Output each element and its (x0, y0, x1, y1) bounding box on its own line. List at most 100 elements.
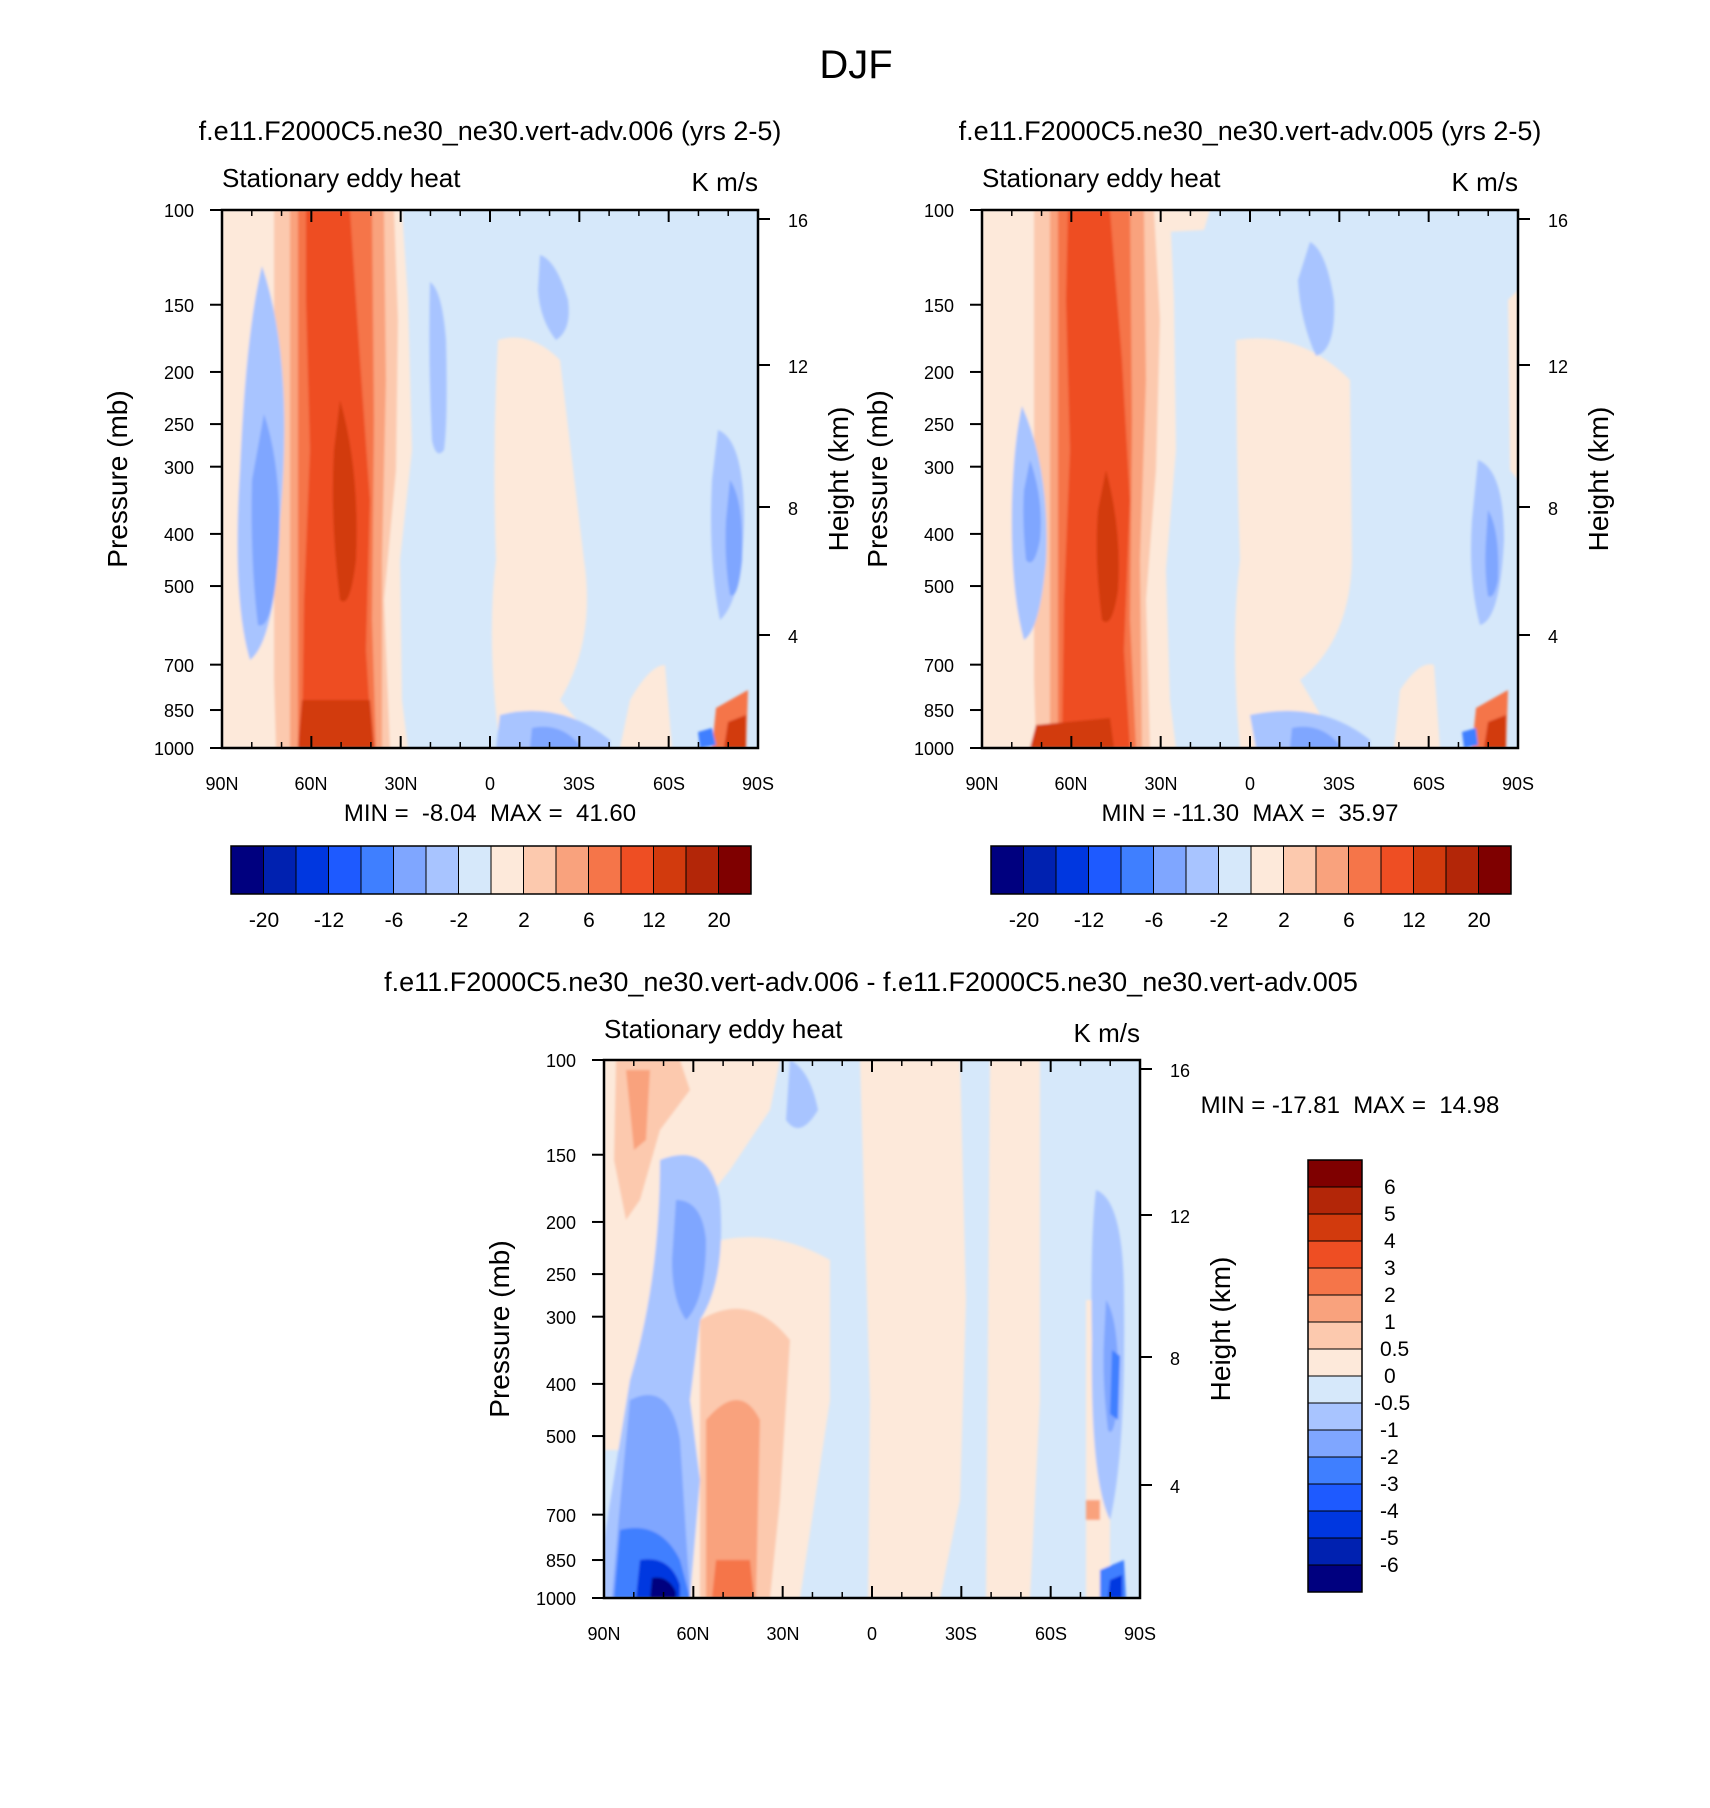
colorbar-label: 6 (583, 909, 595, 932)
contour-positive-high (1484, 715, 1506, 748)
x-tick-label: 30S (1323, 774, 1355, 794)
y-axis-label: Pressure (mb) (484, 1240, 515, 1417)
left-string: Stationary eddy heat (982, 163, 1221, 193)
y-axis: 100 150 200 250 300 400 500 700 850 1000… (102, 201, 194, 759)
y-tick-label: 150 (924, 296, 954, 316)
x-tick-label: 30N (766, 1624, 799, 1644)
colorbar-frame (230, 845, 752, 895)
y-tick-label: 700 (924, 656, 954, 676)
contour-positive-3 (712, 1560, 754, 1598)
contour-positive-0.5 (1160, 210, 1210, 232)
x-tick-label: 30S (563, 774, 595, 794)
colorbar-swatch (1088, 845, 1122, 895)
colorbar-label: 0 (1384, 1365, 1396, 1388)
x-tick-label: 60S (1413, 774, 1445, 794)
y-axis-label: Pressure (mb) (102, 390, 133, 567)
contour-negative-1 (1485, 510, 1499, 597)
y-tick-label: 300 (164, 458, 194, 478)
colorbar-swatch (360, 845, 394, 895)
colorbar-swatch (425, 845, 459, 895)
colorbar-swatch (1307, 1321, 1363, 1350)
colorbar-swatch (1153, 845, 1187, 895)
colorbar-label: -2 (1210, 909, 1229, 932)
contour-positive-2 (706, 1400, 760, 1598)
x-tick-label: 60N (294, 774, 327, 794)
x-tick-label: 30N (384, 774, 417, 794)
y-right-tick-label: 4 (1170, 1477, 1180, 1497)
colorbar-vertical: 6 5 4 3 2 1 0.5 0 -0.5 -1 -2 -3 -4 -5 -6 (1307, 1159, 1410, 1593)
colorbar-swatch (1023, 845, 1057, 895)
y-tick-label: 400 (164, 525, 194, 545)
colorbar-swatch (1307, 1159, 1363, 1188)
y-tick-label: 250 (546, 1265, 576, 1285)
colorbar-label: -12 (314, 909, 344, 932)
x-tick-label: 90S (1502, 774, 1534, 794)
colorbar-label: -20 (249, 909, 279, 932)
y-tick-label: 250 (924, 415, 954, 435)
contour-negative-1 (725, 480, 743, 596)
left-string: Stationary eddy heat (604, 1014, 843, 1044)
y-tick-label: 150 (164, 296, 194, 316)
x-tick-label: 90S (742, 774, 774, 794)
colorbar-swatch (1250, 845, 1284, 895)
y-axis-right-label: Height (km) (1205, 1257, 1236, 1402)
x-tick-label: 90N (965, 774, 998, 794)
colorbar-label: 2 (1278, 909, 1290, 932)
min-max-stats: MIN = -11.30 MAX = 35.97 (1101, 800, 1398, 827)
contour-positive-8 (1062, 210, 1130, 748)
colorbar-swatch (1315, 845, 1349, 895)
y-tick-label: 150 (546, 1146, 576, 1166)
colorbar-swatch (718, 845, 752, 895)
colorbar-swatch (1307, 1186, 1363, 1215)
panel-model-005: f.e11.F2000C5.ne30_ne30.vert-adv.005 (yr… (862, 116, 1614, 932)
x-axis: 90N 60N 30N 0 30S 60S 90S (587, 1624, 1156, 1644)
y-axis-right: 16 12 8 4 Height (km) (1170, 1061, 1236, 1497)
x-tick-label: 90N (587, 1624, 620, 1644)
colorbar-label: -2 (1380, 1446, 1399, 1469)
contour-positive-0.5 (986, 1060, 1040, 1598)
contour-negative-small (1108, 1575, 1122, 1598)
colorbar-swatch (1307, 1537, 1363, 1566)
y-right-tick-label: 4 (1548, 627, 1558, 647)
colorbar-label: -4 (1380, 1500, 1399, 1523)
y-axis-right-label: Height (km) (823, 407, 854, 552)
colorbar-swatch (263, 845, 297, 895)
x-tick-label: 60S (653, 774, 685, 794)
colorbar-swatch (685, 845, 719, 895)
x-tick-label: 60S (1035, 1624, 1067, 1644)
colorbar-swatch (1185, 845, 1219, 895)
colorbar: -20 -12 -6 -2 2 6 12 20 (990, 845, 1512, 932)
x-tick-label: 30N (1144, 774, 1177, 794)
colorbar-swatch (1445, 845, 1479, 895)
colorbar-label: 5 (1384, 1203, 1396, 1226)
colorbar-swatch (523, 845, 557, 895)
colorbar-swatch (555, 845, 589, 895)
y-tick-label: 300 (924, 458, 954, 478)
colorbar-label: 0.5 (1380, 1338, 1409, 1361)
colorbar-label: -0.5 (1374, 1392, 1410, 1415)
contour-negative-6 (650, 1577, 676, 1598)
colorbar-swatch (230, 845, 264, 895)
y-tick-label: 850 (164, 701, 194, 721)
colorbar-label: 12 (1402, 909, 1425, 932)
x-tick-label: 30S (945, 1624, 977, 1644)
y-tick-label: 200 (164, 363, 194, 383)
contour-max-core (1030, 718, 1114, 748)
y-axis-right-label: Height (km) (1583, 407, 1614, 552)
colorbar-label: -5 (1380, 1527, 1399, 1550)
contour-field (604, 1060, 1140, 1598)
colorbar-swatch (490, 845, 524, 895)
panel-difference: f.e11.F2000C5.ne30_ne30.vert-adv.006 - f… (384, 967, 1499, 1644)
contour-negative-3 (1110, 1350, 1120, 1420)
contour-positive-0.5 (1508, 290, 1518, 480)
x-tick-label: 90S (1124, 1624, 1156, 1644)
y-axis: 100 150 200 250 300 400 500 700 850 1000… (484, 1051, 576, 1609)
contour-negative-1 (530, 726, 580, 748)
colorbar-swatch (1307, 1564, 1363, 1593)
colorbar-swatch (1307, 1429, 1363, 1458)
colorbar-swatch (295, 845, 329, 895)
y-tick-label: 400 (924, 525, 954, 545)
y-tick-label: 100 (924, 201, 954, 221)
x-tick-label: 60N (676, 1624, 709, 1644)
y-tick-label: 850 (924, 701, 954, 721)
